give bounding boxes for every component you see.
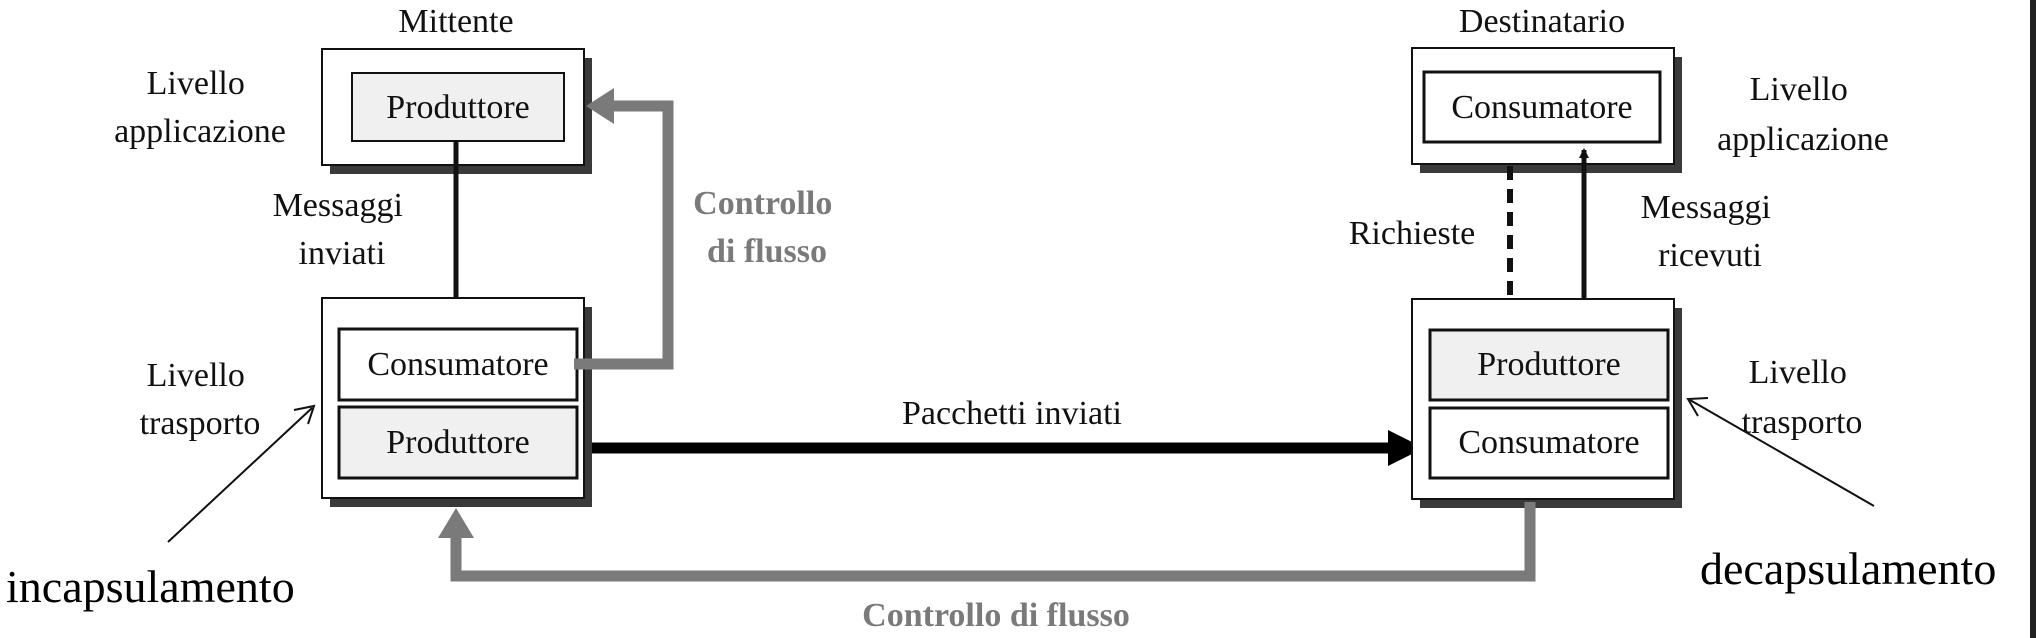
- sender-consumer-label: Consumatore: [367, 346, 548, 383]
- sender-app-box: Produttore: [321, 48, 592, 174]
- receiver-consumer-box: [1422, 70, 1662, 144]
- receiver-transport-layer-line2: trasporto: [1742, 404, 1863, 441]
- encapsulation-label: incapsulamento: [6, 561, 295, 612]
- decapsulation-pointer: [1686, 397, 1875, 507]
- messages-sent-line2: inviati: [299, 235, 386, 272]
- packets-sent-label: Pacchetti inviati: [902, 395, 1122, 432]
- requests-label: Richieste: [1349, 215, 1476, 252]
- sender-producer-box: [351, 72, 565, 142]
- sender-app-layer-line1: Livello: [147, 65, 245, 102]
- receiver-transport-consumer-box: [1428, 406, 1670, 480]
- receiver-producer-label: Produttore: [1477, 346, 1621, 383]
- decapsulation-label: decapsulamento: [1700, 543, 1996, 594]
- receiver-app-layer-label: Livello applicazione: [1717, 71, 1889, 158]
- receiver-transport-box: Produttore Consumatore: [1411, 298, 1682, 508]
- bottom-flow-control-label: Controllo di flusso: [862, 597, 1130, 634]
- sender-flow-control-label: Controllo di flusso: [693, 185, 841, 270]
- messages-sent-line1: Messaggi: [273, 187, 403, 224]
- receiver-app-layer-line2: applicazione: [1717, 121, 1889, 158]
- sender-app-layer-label: Livello applicazione: [114, 65, 286, 150]
- sender-transport-producer-box: [337, 405, 579, 480]
- sender-transport-box: Consumatore Produttore: [321, 297, 592, 507]
- right-edge-bar: [2030, 0, 2036, 638]
- receiver-transport-consumer-label: Consumatore: [1458, 424, 1639, 461]
- receiver-transport-layer-label: Livello trasporto: [1742, 354, 1863, 441]
- sender-flow-control-arrow: [574, 88, 674, 370]
- receiver-app-layer-line1: Livello: [1750, 71, 1848, 108]
- messages-sent-label: Messaggi inviati: [273, 187, 412, 272]
- messages-received-label: Messaggi ricevuti: [1641, 189, 1780, 274]
- receiver-title: Destinatario: [1459, 3, 1625, 40]
- receiver-app-box: Consumatore: [1411, 47, 1682, 173]
- bottom-flow-control-arrow: [438, 502, 1536, 582]
- receiver-producer-box: [1428, 328, 1670, 402]
- messages-received-line1: Messaggi: [1641, 189, 1771, 226]
- sender-producer-label: Produttore: [386, 89, 530, 126]
- sender-transport-layer-line1: Livello: [147, 357, 245, 394]
- sender-flow-control-line1: Controllo: [693, 185, 832, 222]
- receiver-consumer-label: Consumatore: [1451, 89, 1632, 126]
- sender-transport-producer-label: Produttore: [386, 424, 530, 461]
- sender-consumer-box: [337, 327, 579, 402]
- sender-app-layer-line2: applicazione: [114, 113, 286, 150]
- sender-title: Mittente: [398, 3, 513, 40]
- encapsulation-pointer: [167, 404, 316, 543]
- packets-sent-arrow: [592, 430, 1424, 466]
- messages-received-line2: ricevuti: [1658, 237, 1762, 274]
- sender-flow-control-line2: di flusso: [707, 233, 827, 270]
- sender-transport-layer-line2: trasporto: [140, 405, 261, 442]
- receiver-transport-layer-line1: Livello: [1749, 354, 1847, 391]
- sender-transport-layer-label: Livello trasporto: [140, 357, 261, 442]
